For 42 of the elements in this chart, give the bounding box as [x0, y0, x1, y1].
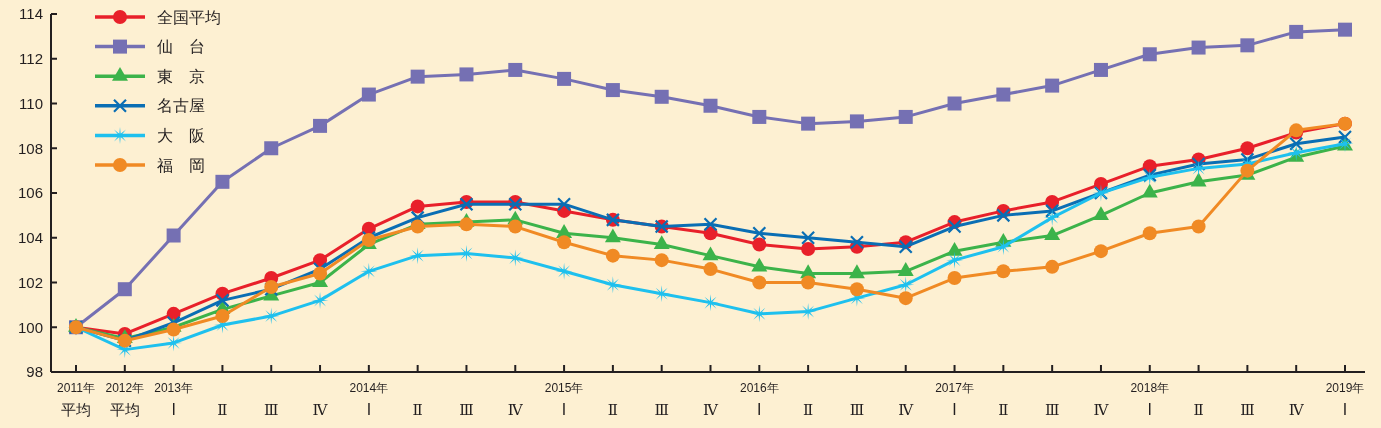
x-tick-label: 2016年Ⅰ [739, 381, 779, 418]
x-tick-label: 2014年Ⅰ [349, 381, 389, 418]
x-tick-label: Ⅲ [849, 402, 865, 418]
x-tick-label: Ⅲ [264, 402, 279, 418]
x-tick-label: Ⅱ [412, 402, 423, 418]
x-tick-label: 2019年Ⅰ [1325, 381, 1365, 418]
y-tick-label: 112 [19, 50, 43, 67]
x-tick-label: Ⅱ [998, 402, 1009, 418]
x-tick-label: 2012年平均 [105, 381, 145, 418]
y-tick-label: 102 [17, 273, 43, 291]
x-tick-label: 2013年Ⅰ [154, 381, 193, 418]
x-tick-label: Ⅱ [1193, 402, 1204, 418]
legend-label: 東 京 [157, 67, 205, 85]
x-tick-label: Ⅲ [459, 402, 474, 418]
x-tick-label: Ⅲ [1044, 402, 1060, 418]
y-tick-label: 108 [17, 139, 43, 157]
x-tick-label: Ⅳ [898, 402, 915, 418]
legend-label: 大 阪 [157, 127, 205, 144]
x-tick-label: 2011年平均 [57, 381, 95, 418]
y-tick-label: 104 [17, 229, 43, 246]
y-tick-label: 98 [26, 363, 43, 381]
x-tick-label: Ⅱ [217, 402, 228, 418]
legend-label: 全国平均 [157, 8, 221, 26]
x-tick-label: Ⅲ [654, 402, 669, 418]
x-tick-label: Ⅳ [507, 402, 524, 418]
y-tick-label: 100 [17, 318, 43, 336]
x-tick-label: 2015年Ⅰ [544, 381, 584, 418]
x-tick-label: Ⅳ [1093, 402, 1110, 418]
legend-label: 仙 台 [157, 38, 205, 56]
x-tick-label: Ⅳ [703, 402, 719, 418]
x-tick-label: 2017年Ⅰ [935, 381, 974, 418]
x-tick-label: Ⅳ [1288, 402, 1305, 418]
x-tick-label: 2018年Ⅰ [1130, 381, 1170, 418]
legend-label: 福 岡 [157, 156, 205, 174]
x-tick-label: Ⅱ [803, 402, 814, 418]
y-tick-label: 106 [17, 184, 43, 202]
y-tick-label: 114 [19, 5, 43, 23]
x-tick-label: Ⅱ [607, 402, 618, 418]
x-tick-label: Ⅲ [1240, 402, 1255, 418]
x-tick-label: Ⅳ [312, 402, 329, 418]
y-tick-label: 110 [19, 94, 43, 112]
legend-label: 名古屋 [157, 97, 205, 115]
